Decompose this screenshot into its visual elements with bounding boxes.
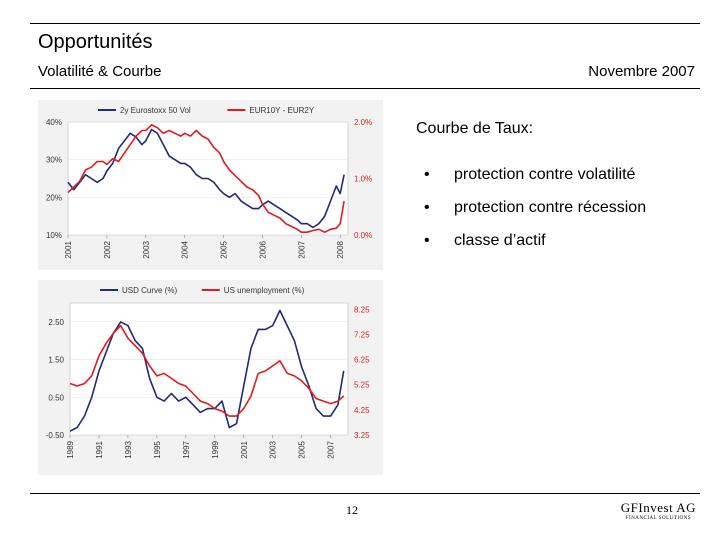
x-tick-label: 1997 [182,440,191,458]
x-tick-label: 1993 [124,440,133,458]
x-tick-label: 1989 [66,440,75,458]
x-tick-label: 1999 [211,440,220,458]
usd-curve-chart: -0.50 0.50 1.50 2.50 3.25 4.25 5.25 6.25 7.25 8.2… [38,280,383,475]
x-tick-label: 2005 [220,240,229,258]
x-tick-label: 2006 [258,240,267,258]
footer-rule [30,493,700,494]
right-axis-tick-label: 2.0% [354,118,372,127]
legend-label: USD Curve (%) [122,286,177,295]
bullet-item: • protection contre récession [424,199,646,217]
right-axis-tick-label: 4.25 [354,406,370,415]
bullet-item: • classe d’actif [424,232,546,250]
x-tick-label: 2004 [181,240,190,258]
left-axis-tick-label: 0.50 [48,393,64,402]
left-axis-tick-label: 40% [46,118,62,127]
page-title: Opportunités [38,31,153,53]
x-tick-label: 2001 [240,440,249,458]
logo-subtext: FINANCIAL SOLUTIONS [625,516,692,521]
series-line [69,324,345,417]
x-tick-label: 2005 [298,440,307,458]
logo-text: GFInvest AG [620,500,696,515]
volatility-chart: 10% 20% 30% 40% 0.0% 1.0% 2.0% 2001 2002 2003 2004… [38,100,383,270]
right-axis-tick-label: 0.0% [354,231,372,240]
series-line [67,128,345,229]
x-tick-label: 1995 [153,440,162,458]
left-axis-tick-label: 2.50 [48,318,64,327]
x-tick-label: 2007 [297,240,306,258]
x-tick-label: 2002 [103,240,112,258]
right-axis-tick-label: 3.25 [354,431,370,440]
company-logo: GFInvest AG FINANCIAL SOLUTIONS [621,500,696,521]
series-line [67,123,345,233]
right-axis-tick-label: 5.25 [354,381,370,390]
legend-label: 2y Eurostoxx 50 Vol [120,106,191,115]
x-tick-label: 2003 [269,440,278,458]
left-axis-tick-label: 10% [46,231,62,240]
left-axis-tick-label: 20% [46,193,62,202]
page-subtitle: Volatilité & Courbe [38,63,162,80]
bullet-text: protection contre volatilité [454,166,636,183]
bullet-text: protection contre récession [454,199,647,216]
bullet-marker: • [424,199,430,216]
top-rule [30,23,700,24]
page-number: 12 [346,503,358,517]
right-axis-tick-label: 1.0% [354,175,372,184]
bullet-marker: • [424,232,430,249]
x-tick-label: 2008 [336,240,345,258]
left-axis-tick-label: -0.50 [46,431,65,440]
right-axis-tick-label: 8.25 [354,305,370,314]
left-axis-tick-label: 1.50 [48,356,64,365]
right-axis-tick-label: 7.25 [354,330,370,339]
x-tick-label: 2003 [142,240,151,258]
legend-label: US unemployment (%) [224,286,305,295]
x-tick-label: 1991 [95,440,104,458]
series-line [69,309,345,432]
right-axis-tick-label: 6.25 [354,356,370,365]
x-tick-label: 2007 [327,440,336,458]
bullet-item: • protection contre volatilité [424,166,635,184]
legend-label: EUR10Y - EUR2Y [249,106,314,115]
plot-area [69,302,349,436]
bullets-heading: Courbe de Taux: [416,120,534,137]
left-axis-tick-label: 30% [46,156,62,165]
header-rule [30,88,700,89]
x-tick-label: 2001 [64,240,73,258]
bullet-marker: • [424,166,430,183]
page-date: Novembre 2007 [588,63,695,80]
bullet-text: classe d’actif [454,232,546,249]
